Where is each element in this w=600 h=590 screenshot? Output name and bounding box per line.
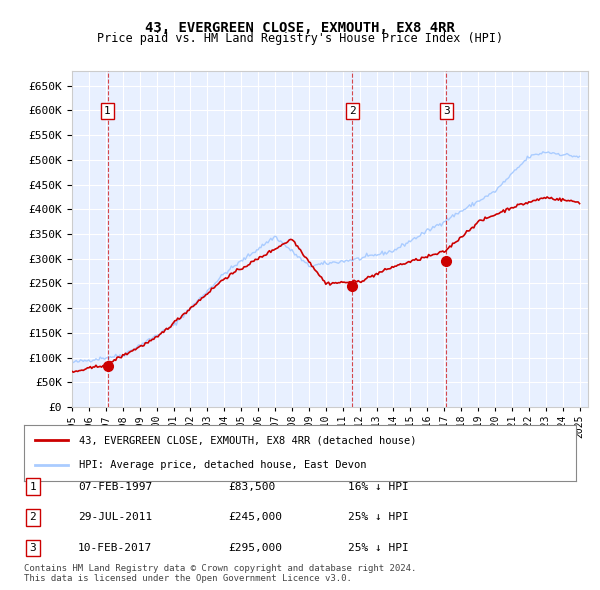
- Text: 1: 1: [104, 106, 111, 116]
- Text: £245,000: £245,000: [228, 513, 282, 522]
- Text: 2: 2: [29, 513, 37, 522]
- Text: Contains HM Land Registry data © Crown copyright and database right 2024.
This d: Contains HM Land Registry data © Crown c…: [24, 563, 416, 583]
- Text: 25% ↓ HPI: 25% ↓ HPI: [348, 513, 409, 522]
- Text: 1: 1: [29, 482, 37, 491]
- Text: 3: 3: [29, 543, 37, 553]
- Text: £83,500: £83,500: [228, 482, 275, 491]
- Text: 3: 3: [443, 106, 449, 116]
- Text: Price paid vs. HM Land Registry's House Price Index (HPI): Price paid vs. HM Land Registry's House …: [97, 32, 503, 45]
- Text: HPI: Average price, detached house, East Devon: HPI: Average price, detached house, East…: [79, 460, 367, 470]
- Text: 10-FEB-2017: 10-FEB-2017: [78, 543, 152, 553]
- Text: 43, EVERGREEN CLOSE, EXMOUTH, EX8 4RR: 43, EVERGREEN CLOSE, EXMOUTH, EX8 4RR: [145, 21, 455, 35]
- Text: 43, EVERGREEN CLOSE, EXMOUTH, EX8 4RR (detached house): 43, EVERGREEN CLOSE, EXMOUTH, EX8 4RR (d…: [79, 435, 416, 445]
- Text: 29-JUL-2011: 29-JUL-2011: [78, 513, 152, 522]
- Text: 2: 2: [349, 106, 356, 116]
- Text: £295,000: £295,000: [228, 543, 282, 553]
- Text: 07-FEB-1997: 07-FEB-1997: [78, 482, 152, 491]
- Text: 25% ↓ HPI: 25% ↓ HPI: [348, 543, 409, 553]
- Text: 16% ↓ HPI: 16% ↓ HPI: [348, 482, 409, 491]
